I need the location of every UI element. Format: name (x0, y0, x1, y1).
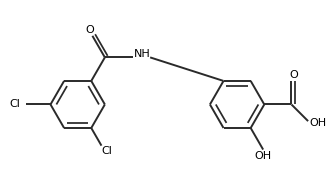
Text: Cl: Cl (102, 146, 112, 156)
Text: OH: OH (309, 118, 327, 128)
Text: Cl: Cl (10, 99, 21, 109)
Text: O: O (290, 70, 298, 80)
Text: OH: OH (255, 151, 272, 161)
Text: O: O (86, 25, 95, 35)
Text: NH: NH (133, 49, 150, 59)
